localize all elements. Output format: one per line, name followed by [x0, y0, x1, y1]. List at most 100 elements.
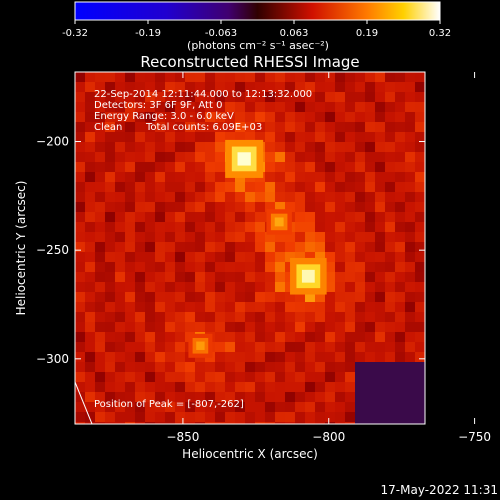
heatmap-cell — [295, 412, 305, 422]
heatmap-cell — [305, 212, 315, 222]
heatmap-cell — [275, 142, 285, 152]
heatmap-cell — [385, 182, 395, 192]
heatmap-cell — [325, 312, 335, 322]
heatmap-cell — [345, 402, 355, 412]
heatmap-cell — [415, 222, 425, 232]
heatmap-cell — [155, 342, 165, 352]
heatmap-cell — [185, 362, 195, 372]
heatmap-cell — [175, 402, 185, 412]
heatmap-cell — [365, 322, 375, 332]
heatmap-cell — [245, 332, 255, 342]
heatmap-cell — [305, 82, 315, 92]
heatmap-cell — [275, 242, 285, 252]
heatmap-cell — [385, 392, 395, 402]
heatmap-cell — [255, 422, 265, 424]
heatmap-cell — [125, 112, 135, 122]
heatmap-cell — [295, 292, 305, 302]
heatmap-cell — [365, 222, 375, 232]
heatmap-cell — [335, 302, 345, 312]
heatmap-cell — [75, 292, 85, 302]
heatmap-cell — [375, 272, 385, 282]
source-blob — [447, 151, 455, 159]
heatmap-cell — [135, 212, 145, 222]
heatmap-cell — [305, 412, 315, 422]
heatmap-cell — [365, 272, 375, 282]
heatmap-cell — [75, 122, 85, 132]
heatmap-cell — [275, 202, 285, 212]
heatmap-cell — [95, 112, 105, 122]
heatmap-cell — [275, 292, 285, 302]
heatmap-cell — [275, 332, 285, 342]
heatmap-cell — [315, 242, 325, 252]
heatmap-cell — [305, 222, 315, 232]
heatmap-cell — [175, 192, 185, 202]
heatmap-cell — [355, 242, 365, 252]
heatmap-cell — [375, 372, 385, 382]
heatmap-cell — [325, 142, 335, 152]
heatmap-cell — [105, 212, 115, 222]
heatmap-cell — [155, 162, 165, 172]
heatmap-cell — [335, 162, 345, 172]
heatmap-cell — [95, 422, 105, 424]
y-tick-label: −200 — [36, 135, 69, 149]
heatmap-cell — [335, 212, 345, 222]
heatmap-cell — [285, 162, 295, 172]
heatmap-cell — [185, 302, 195, 312]
heatmap-cell — [145, 412, 155, 422]
heatmap-cell — [325, 302, 335, 312]
heatmap-cell — [135, 102, 145, 112]
heatmap-cell — [95, 172, 105, 182]
heatmap-cell — [385, 272, 395, 282]
heatmap-cell — [95, 152, 105, 162]
heatmap-cell — [365, 282, 375, 292]
heatmap-cell — [355, 252, 365, 262]
heatmap-cell — [345, 142, 355, 152]
heatmap-cell — [205, 212, 215, 222]
heatmap-cell — [115, 162, 125, 172]
heatmap-cell — [125, 92, 135, 102]
heatmap-cell — [225, 282, 235, 292]
heatmap-cell — [225, 332, 235, 342]
heatmap-cell — [215, 122, 225, 132]
heatmap-cell — [245, 422, 255, 424]
heatmap-cell — [245, 182, 255, 192]
heatmap-cell — [355, 332, 365, 342]
heatmap-cell — [105, 352, 115, 362]
heatmap-cell — [285, 262, 295, 272]
heatmap-cell — [115, 312, 125, 322]
heatmap-cell — [175, 322, 185, 332]
heatmap-cell — [85, 262, 95, 272]
heatmap-cell — [155, 272, 165, 282]
heatmap-cell — [105, 232, 115, 242]
heatmap-cell — [155, 72, 165, 82]
heatmap-cell — [315, 422, 325, 424]
heatmap-cell — [85, 252, 95, 262]
heatmap-cell — [395, 202, 405, 212]
heatmap-cell — [95, 92, 105, 102]
heatmap-cell — [275, 72, 285, 82]
heatmap-cell — [175, 72, 185, 82]
heatmap-cell — [145, 272, 155, 282]
heatmap-cell — [115, 332, 125, 342]
heatmap-cell — [245, 272, 255, 282]
heatmap-cell — [415, 232, 425, 242]
heatmap-cell — [225, 392, 235, 402]
heatmap-cell — [85, 302, 95, 312]
heatmap-cell — [305, 182, 315, 192]
colorbar-tick-label: -0.32 — [62, 28, 88, 39]
heatmap-cell — [295, 342, 305, 352]
heatmap-cell — [245, 392, 255, 402]
heatmap-cell — [415, 192, 425, 202]
heatmap-cell — [165, 102, 175, 112]
heatmap-cell — [75, 372, 85, 382]
heatmap-cell — [255, 402, 265, 412]
heatmap-cell — [355, 272, 365, 282]
heatmap-cell — [155, 82, 165, 92]
heatmap-cell — [315, 132, 325, 142]
heatmap-cell — [165, 382, 175, 392]
heatmap-cell — [375, 232, 385, 242]
heatmap-cell — [165, 402, 175, 412]
heatmap-cell — [215, 252, 225, 262]
y-axis: −200 −250 −300 — [36, 135, 425, 366]
heatmap-cell — [85, 212, 95, 222]
